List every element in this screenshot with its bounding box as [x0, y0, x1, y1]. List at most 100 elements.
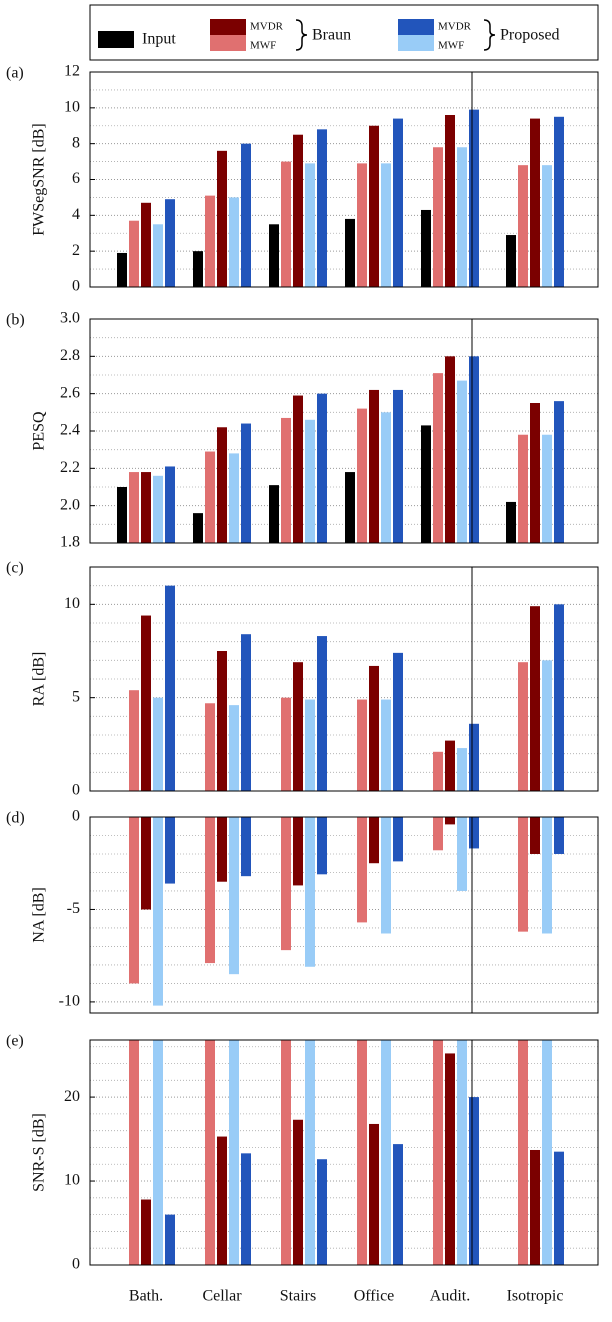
bar — [518, 817, 528, 932]
bar — [293, 134, 303, 287]
bar — [457, 817, 467, 891]
bar — [445, 1053, 455, 1265]
bar — [205, 195, 215, 287]
bar — [393, 817, 403, 862]
legend-swatch — [398, 19, 434, 35]
bar — [554, 401, 564, 543]
bar — [129, 1040, 139, 1265]
bar — [542, 660, 552, 791]
bar — [293, 817, 303, 886]
bar — [369, 1123, 379, 1265]
y-tick-label: 3.0 — [60, 310, 80, 327]
bar — [457, 748, 467, 791]
bar — [369, 389, 379, 543]
bar — [542, 817, 552, 934]
y-tick-label: 10 — [64, 1172, 80, 1189]
legend-group-label: Braun — [312, 27, 351, 44]
legend-label: MWF — [438, 40, 464, 52]
y-axis-label: SNR-S [dB] — [31, 1113, 48, 1192]
bar — [293, 1119, 303, 1265]
y-tick-label: 0 — [72, 782, 80, 799]
bar — [357, 817, 367, 923]
bar — [269, 485, 279, 543]
bar — [457, 147, 467, 287]
panel-label: (c) — [6, 560, 24, 577]
y-tick-label: 20 — [64, 1088, 80, 1105]
bar — [305, 1040, 315, 1265]
panel-label: (a) — [6, 65, 24, 82]
bar — [305, 163, 315, 287]
bar — [165, 199, 175, 287]
bar — [205, 451, 215, 543]
bar — [117, 252, 127, 287]
bar — [229, 705, 239, 791]
bar — [530, 118, 540, 287]
bar — [129, 220, 139, 287]
bar — [229, 817, 239, 975]
bar — [141, 817, 151, 910]
bar — [317, 817, 327, 875]
bar — [433, 1040, 443, 1265]
bar — [518, 434, 528, 543]
legend-brace — [295, 19, 308, 51]
bar — [381, 1040, 391, 1265]
bar — [542, 1040, 552, 1265]
bar — [469, 356, 479, 543]
bar — [129, 690, 139, 791]
x-tick-label: Bath. — [129, 1288, 163, 1305]
bar — [293, 662, 303, 791]
y-tick-label: 0 — [72, 808, 80, 825]
legend-swatch — [210, 19, 246, 35]
bar — [229, 453, 239, 543]
bar — [518, 662, 528, 791]
bar — [369, 125, 379, 287]
bar — [217, 651, 227, 791]
bar — [506, 501, 516, 543]
plot-frame — [89, 816, 599, 1014]
bar — [393, 1144, 403, 1265]
bar — [421, 209, 431, 287]
panel-label: (d) — [6, 810, 25, 827]
bar — [530, 1149, 540, 1265]
bar — [530, 817, 540, 854]
x-tick-label: Stairs — [280, 1288, 316, 1305]
y-tick-label: 2.4 — [60, 422, 80, 439]
y-tick-label: 12 — [64, 63, 80, 80]
bar — [293, 395, 303, 543]
bar — [317, 636, 327, 791]
plot-frame — [89, 318, 599, 544]
bar — [153, 224, 163, 287]
panel-label: (b) — [6, 312, 25, 329]
bar — [457, 380, 467, 543]
bar — [269, 224, 279, 287]
bar — [381, 163, 391, 287]
bar — [445, 115, 455, 287]
bar — [445, 356, 455, 543]
bar — [229, 197, 239, 287]
y-tick-label: 2.2 — [60, 459, 80, 476]
bar — [357, 699, 367, 791]
bar — [345, 218, 355, 287]
bar — [141, 615, 151, 791]
y-tick-label: 4 — [72, 206, 80, 223]
bar — [469, 1097, 479, 1265]
bar — [165, 585, 175, 791]
bar — [469, 817, 479, 849]
legend-box — [89, 4, 599, 61]
legend-swatch — [210, 35, 246, 51]
bar — [205, 703, 215, 791]
bar — [193, 513, 203, 543]
bar — [445, 817, 455, 825]
bar — [241, 143, 251, 287]
legend-brace — [483, 19, 496, 51]
bar — [381, 699, 391, 791]
y-tick-label: 2.8 — [60, 347, 80, 364]
bar — [153, 475, 163, 543]
x-tick-label: Isotropic — [507, 1288, 564, 1305]
bar — [433, 817, 443, 851]
bar — [165, 1214, 175, 1265]
bar — [554, 604, 564, 791]
y-tick-label: 2.0 — [60, 496, 80, 513]
